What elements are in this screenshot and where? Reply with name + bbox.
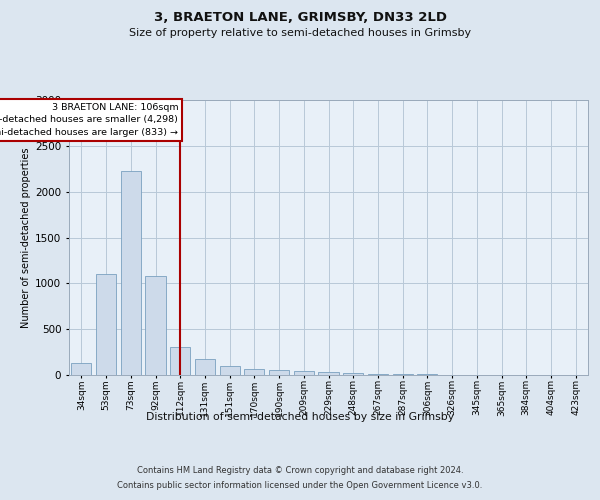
Bar bbox=[293, 372, 314, 375]
Bar bbox=[195, 359, 215, 375]
Bar bbox=[71, 363, 91, 375]
Bar bbox=[392, 374, 413, 375]
Bar bbox=[244, 368, 265, 375]
Bar bbox=[417, 374, 437, 375]
Text: 3 BRAETON LANE: 106sqm
← 83% of semi-detached houses are smaller (4,298)
16% of : 3 BRAETON LANE: 106sqm ← 83% of semi-det… bbox=[0, 103, 178, 136]
Bar bbox=[96, 274, 116, 375]
Y-axis label: Number of semi-detached properties: Number of semi-detached properties bbox=[21, 147, 31, 328]
Text: Contains public sector information licensed under the Open Government Licence v3: Contains public sector information licen… bbox=[118, 481, 482, 490]
Bar bbox=[368, 374, 388, 375]
Bar bbox=[269, 370, 289, 375]
Text: Contains HM Land Registry data © Crown copyright and database right 2024.: Contains HM Land Registry data © Crown c… bbox=[137, 466, 463, 475]
Bar bbox=[121, 170, 141, 375]
Bar bbox=[343, 373, 364, 375]
Text: Distribution of semi-detached houses by size in Grimsby: Distribution of semi-detached houses by … bbox=[146, 412, 454, 422]
Text: 3, BRAETON LANE, GRIMSBY, DN33 2LD: 3, BRAETON LANE, GRIMSBY, DN33 2LD bbox=[154, 11, 446, 24]
Bar bbox=[145, 276, 166, 375]
Text: Size of property relative to semi-detached houses in Grimsby: Size of property relative to semi-detach… bbox=[129, 28, 471, 38]
Bar bbox=[319, 372, 338, 375]
Bar bbox=[170, 346, 190, 375]
Bar bbox=[220, 366, 240, 375]
